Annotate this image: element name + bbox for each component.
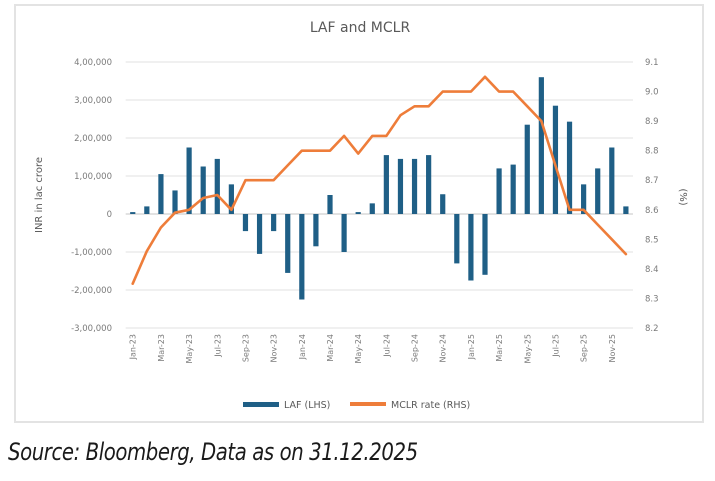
laf-bar: [623, 206, 629, 214]
gridlines: [125, 61, 633, 329]
laf-bar: [454, 214, 460, 264]
right-tick-label: 9.1: [645, 58, 659, 68]
legend-label-laf: LAF (LHS): [284, 400, 330, 411]
x-tick-label: Jan-25: [467, 334, 476, 360]
laf-bar: [256, 214, 263, 254]
x-tick-label: Sep-23: [241, 334, 250, 362]
x-tick-label: Jul-23: [213, 334, 222, 358]
source-note: Source: Bloomberg, Data as on 31.12.2025: [8, 438, 418, 466]
laf-bar: [327, 195, 333, 214]
x-tick-label: Mar-24: [326, 334, 335, 362]
laf-bar: [200, 166, 206, 214]
laf-bar: [397, 158, 404, 214]
left-tick-label: -3,00,000: [71, 324, 112, 334]
laf-bar: [383, 155, 389, 214]
laf-bar: [242, 214, 249, 232]
laf-bars: [130, 77, 629, 300]
laf-bar: [313, 214, 319, 247]
right-tick-label: 8.6: [645, 206, 659, 216]
laf-bar: [496, 168, 502, 214]
right-tick-label: 8.2: [645, 324, 659, 334]
x-tick-label: Nov-23: [270, 334, 279, 362]
laf-bar: [271, 214, 277, 232]
x-tick-label: May-23: [185, 334, 194, 363]
legend-swatch-laf: [243, 402, 279, 407]
laf-bar: [144, 206, 150, 214]
right-tick-label: 8.8: [645, 147, 659, 157]
right-tick-label: 8.4: [645, 265, 659, 275]
right-tick-label: 8.5: [645, 235, 659, 245]
mclr-line: [131, 75, 628, 285]
laf-bar: [411, 158, 418, 214]
right-axis-ticks: 9.1 9.0 8.9 8.8 8.7 8.6 8.5 8.4 8.3 8.2: [645, 58, 659, 334]
laf-bar: [566, 121, 573, 214]
chart: LAF and MCLR 4,00,000 3,00,000 2,00,000 1,0…: [34, 20, 688, 411]
left-tick-label: -1,00,000: [71, 248, 112, 258]
laf-bar: [524, 124, 530, 214]
laf-bar: [299, 214, 305, 300]
laf-bar: [510, 164, 516, 214]
laf-bar: [538, 77, 544, 214]
laf-bar: [426, 155, 432, 214]
right-tick-label: 9.0: [645, 88, 659, 98]
laf-bar: [595, 168, 601, 214]
left-axis-ticks: 4,00,000 3,00,000 2,00,000 1,00,000 0 -1,00,0…: [71, 58, 112, 334]
x-tick-label: Sep-24: [411, 334, 420, 362]
legend: LAF (LHS) MCLR rate (RHS): [243, 400, 470, 411]
x-tick-label: Jul-25: [551, 334, 560, 358]
left-tick-label: 2,00,000: [74, 134, 112, 144]
laf-bar: [214, 158, 220, 214]
legend-label-mclr: MCLR rate (RHS): [391, 400, 470, 411]
laf-bar: [581, 184, 587, 214]
laf-bar: [468, 214, 474, 281]
x-tick-label: Mar-23: [157, 334, 166, 362]
laf-bar: [186, 147, 192, 214]
left-tick-label: 0: [107, 210, 112, 220]
laf-bar: [130, 212, 136, 214]
left-tick-label: -2,00,000: [71, 286, 112, 296]
left-tick-label: 4,00,000: [74, 58, 112, 68]
laf-bar: [172, 190, 178, 214]
laf-bar: [609, 147, 615, 214]
chart-title: LAF and MCLR: [310, 20, 411, 36]
laf-bar: [369, 203, 375, 214]
x-tick-label: May-25: [523, 334, 532, 363]
x-tick-label: Sep-25: [580, 334, 589, 362]
left-tick-label: 1,00,000: [74, 172, 112, 182]
x-tick-label: Nov-25: [608, 334, 617, 362]
x-tick-label: Jul-24: [382, 334, 391, 358]
laf-bar: [285, 214, 291, 273]
right-tick-label: 8.9: [645, 117, 659, 127]
left-axis-title: INR in lac crore: [34, 157, 45, 233]
laf-bar: [158, 174, 164, 214]
right-tick-label: 8.3: [645, 294, 659, 304]
laf-bar: [440, 194, 446, 214]
laf-bar: [355, 212, 361, 214]
right-axis-title: (%): [677, 188, 688, 205]
x-tick-label: Nov-24: [439, 334, 448, 362]
laf-bar: [228, 184, 234, 214]
x-tick-label: Jan-24: [298, 334, 307, 360]
x-tick-label: Mar-25: [495, 334, 504, 362]
x-axis-ticks: Jan-23 Mar-23 May-23 Jul-23 Sep-23 Nov-23 Jan-…: [129, 334, 617, 363]
x-tick-label: Jan-23: [129, 334, 138, 360]
laf-bar: [341, 214, 347, 252]
right-tick-label: 8.7: [645, 176, 659, 186]
left-tick-label: 3,00,000: [74, 96, 112, 106]
laf-bar: [482, 214, 488, 275]
laf-bar: [552, 105, 559, 214]
x-tick-label: May-24: [354, 334, 363, 363]
legend-swatch-mclr: [350, 402, 386, 406]
